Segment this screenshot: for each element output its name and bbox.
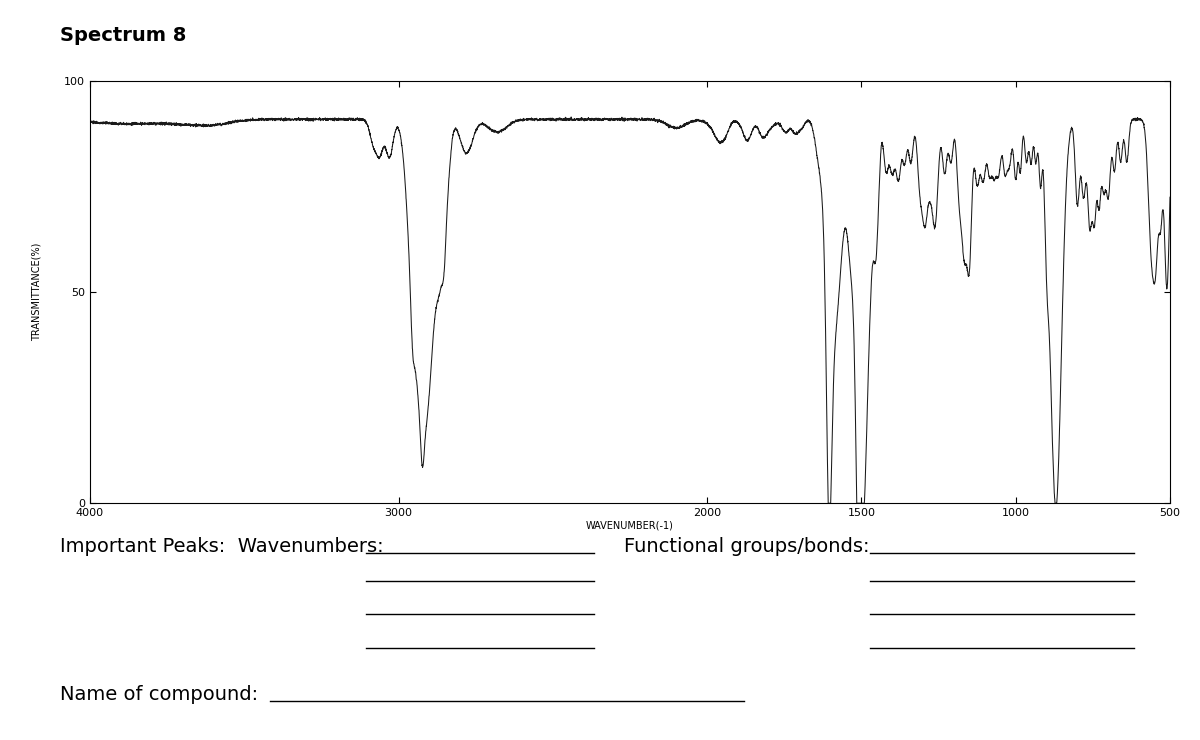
Text: Name of compound:: Name of compound: <box>60 684 264 704</box>
Text: Important Peaks:  Wavenumbers:: Important Peaks: Wavenumbers: <box>60 536 384 556</box>
Text: Functional groups/bonds:: Functional groups/bonds: <box>624 536 870 556</box>
Y-axis label: TRANSMITTANCE(%): TRANSMITTANCE(%) <box>31 243 41 341</box>
Text: Spectrum 8: Spectrum 8 <box>60 26 186 45</box>
X-axis label: WAVENUMBER(-1): WAVENUMBER(-1) <box>586 521 674 531</box>
